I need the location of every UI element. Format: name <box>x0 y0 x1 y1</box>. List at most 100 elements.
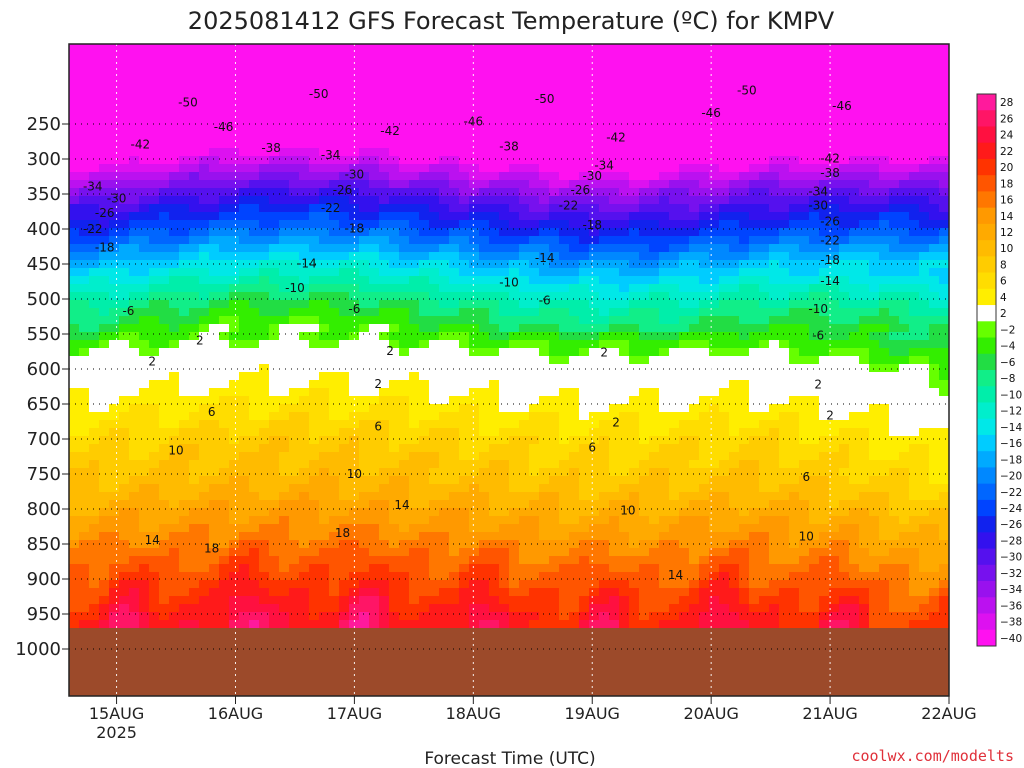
contour-label: -22 <box>83 222 103 236</box>
colorbar-swatch <box>977 548 996 566</box>
colorbar-swatch <box>977 467 996 485</box>
colorbar-label: −6 <box>1000 357 1016 369</box>
colorbar-label: −22 <box>1000 487 1022 499</box>
colorbar-swatch <box>977 321 996 338</box>
contour-label: -26 <box>820 215 840 229</box>
contour-label: -18 <box>345 222 365 236</box>
x-tick-year: 2025 <box>96 723 137 742</box>
y-tick-label: 450 <box>27 254 61 275</box>
contour-label: 2 <box>826 408 834 422</box>
colorbar-label: 4 <box>1000 292 1007 304</box>
contour-label: -10 <box>808 302 828 316</box>
colorbar-label: 24 <box>1000 130 1014 142</box>
contour-label: -10 <box>285 281 305 295</box>
y-tick-label: 250 <box>27 114 61 135</box>
y-tick-label: 950 <box>27 604 61 625</box>
contour-label: -10 <box>499 275 519 289</box>
contour-label: -42 <box>606 131 626 145</box>
contour-label: -6 <box>348 302 360 316</box>
contour-label: -34 <box>83 180 103 194</box>
colorbar-swatch <box>977 629 996 647</box>
colorbar-label: −14 <box>1000 422 1022 434</box>
plot-area: -50-50 -50-50-46-46 -46-46-42-42 -42-42-38-… <box>69 44 949 696</box>
contour-label: -30 <box>808 198 828 212</box>
colorbar-swatch <box>977 272 996 290</box>
colorbar-swatch <box>977 613 996 631</box>
colorbar-swatch <box>977 305 996 322</box>
colorbar-label: 2 <box>1000 308 1007 320</box>
contour-label: 2 <box>148 355 156 369</box>
contour-label: 2 <box>386 344 394 358</box>
colorbar-swatch <box>977 516 996 533</box>
colorbar-label: 14 <box>1000 211 1014 223</box>
colorbar-swatch <box>977 564 996 582</box>
colorbar-label: −30 <box>1000 552 1022 564</box>
contour-label: -30 <box>107 191 127 205</box>
colorbar-label: −20 <box>1000 471 1022 483</box>
colorbar-swatch <box>977 110 996 127</box>
contour-label: -38 <box>499 140 519 154</box>
colorbar-swatch <box>977 402 996 420</box>
x-axis-label: Forecast Time (UTC) <box>424 749 595 768</box>
colorbar-label: 26 <box>1000 113 1014 125</box>
colorbar-swatch <box>977 597 996 614</box>
colorbar-label: −8 <box>1000 373 1015 385</box>
contour-label: -18 <box>95 240 115 254</box>
x-tick-label: 21AUG <box>802 704 857 723</box>
y-tick-label: 850 <box>27 534 61 555</box>
x-tick-label: 22AUG <box>921 704 976 723</box>
y-tick-label: 650 <box>27 394 61 415</box>
contour-label: 14 <box>145 533 160 547</box>
colorbar-swatch <box>977 126 996 144</box>
y-tick-label: 550 <box>27 324 61 345</box>
colorbar-swatch <box>977 434 996 452</box>
contour-label: 2 <box>196 334 204 348</box>
contour-label: -34 <box>808 184 828 198</box>
colorbar-swatch <box>977 353 996 371</box>
contour-label: -34 <box>321 148 341 162</box>
contour-label: 2 <box>600 345 608 359</box>
colorbar: 28 26 24 22 20 18 16 14 12 10 8 6 4 2 −2 −4 −6 −8 −10 −12 −1… <box>976 93 1022 647</box>
x-tick-label: 15AUG <box>89 704 144 723</box>
colorbar-label: −24 <box>1000 503 1022 515</box>
colorbar-label: 18 <box>1000 178 1013 190</box>
y-tick-label: 750 <box>27 464 61 485</box>
contour-label: 6 <box>802 470 810 484</box>
colorbar-label: −10 <box>1000 389 1022 401</box>
contour-label: 6 <box>208 405 216 419</box>
contour-labels: -50-50 -50-50-46-46 -46-46-42-42 -42-42-38-… <box>83 84 852 582</box>
contour-label: -50 <box>737 84 757 98</box>
contour-label: -6 <box>539 294 551 308</box>
colorbar-label: −34 <box>1000 584 1022 596</box>
contour-label: -42 <box>131 138 151 152</box>
contour-label: -14 <box>820 274 840 288</box>
contour-label: -22 <box>321 201 341 215</box>
colorbar-label: −36 <box>1000 600 1022 612</box>
contour-label: -26 <box>571 183 591 197</box>
contour-label: 14 <box>394 498 409 512</box>
colorbar-swatch <box>977 256 996 273</box>
colorbar-swatch <box>977 532 996 549</box>
colorbar-swatch <box>977 223 996 241</box>
colorbar-swatch <box>977 207 996 225</box>
colorbar-label: −32 <box>1000 568 1022 580</box>
contour-label: -26 <box>95 206 115 220</box>
credit-text: coolwx.com/modelts <box>851 747 1014 765</box>
colorbar-swatch <box>977 158 996 176</box>
contour-label: -50 <box>535 92 555 106</box>
contour-label: 18 <box>335 526 350 540</box>
colorbar-label: 22 <box>1000 146 1013 158</box>
colorbar-swatch <box>977 288 996 306</box>
contour-label: -6 <box>122 304 134 318</box>
y-tick-label: 700 <box>27 429 61 450</box>
contour-label: 10 <box>799 530 814 544</box>
colorbar-label: −16 <box>1000 438 1022 450</box>
colorbar-label: 16 <box>1000 195 1014 207</box>
contour-label: -26 <box>333 183 353 197</box>
surface-ground <box>69 628 949 696</box>
colorbar-label: −12 <box>1000 406 1022 418</box>
y-tick-label: 1000 <box>15 639 61 660</box>
contour-label: 14 <box>668 568 683 582</box>
colorbar-swatch <box>977 191 996 209</box>
colorbar-swatch <box>977 483 996 501</box>
